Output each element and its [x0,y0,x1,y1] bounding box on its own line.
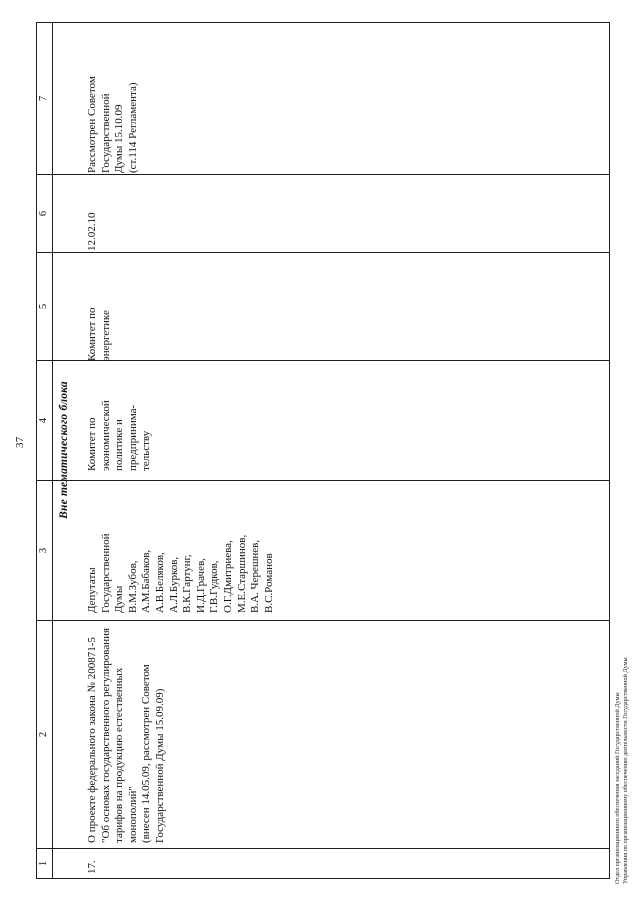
footer-stamp: Отдел организационного обеспечения засед… [614,657,630,884]
row-cooperating-committee: Комитет по энергетике [86,307,112,361]
column-number-6: 6 [36,174,53,253]
column-number-2: 2 [36,620,53,849]
cell-cooperating-committee [52,252,610,361]
row-authors-list: Депутаты Государственной Думы В.М.Зубов,… [86,533,275,613]
column-number-3: 3 [36,480,53,621]
column-number-5: 5 [36,252,53,361]
section-heading: Вне тематического блока [58,381,70,519]
table-column-number-row: 1 2 3 4 5 6 7 [36,22,53,879]
footer-line-2: Управления по организационному обеспечен… [621,657,629,884]
cell-date [52,174,610,253]
row-date: 12.02.10 [86,212,98,252]
column-number-4: 4 [36,360,53,481]
page-number: 37 [14,436,26,448]
cell-item-number [52,848,610,879]
row-status: Рассмотрен Советом Государственной Думы … [86,76,139,173]
column-number-7: 7 [36,22,53,175]
row-bill-title: О проекте федерального закона № 200871-5… [86,627,166,843]
row-item-number: 17. [86,860,98,874]
column-number-1: 1 [36,848,53,879]
row-responsible-committee: Комитет по экономической политике и пред… [86,400,153,471]
footer-line-1: Отдел организационного обеспечения засед… [613,692,621,884]
